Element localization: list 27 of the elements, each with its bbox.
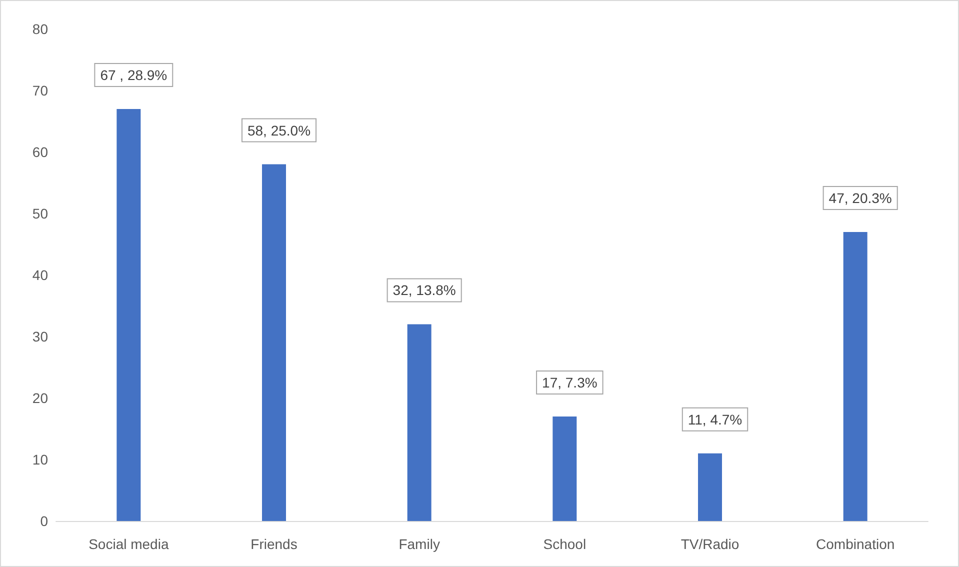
bar	[262, 164, 286, 521]
x-tick-label: School	[543, 536, 586, 552]
bar	[552, 416, 577, 521]
x-tick-label: Combination	[816, 536, 895, 552]
x-tick-label: Social media	[88, 536, 169, 552]
bar	[407, 324, 432, 521]
y-tick-label: 60	[32, 144, 48, 160]
data-label: 17, 7.3%	[542, 374, 598, 390]
data-label: 32, 13.8%	[392, 282, 456, 298]
y-tick-label: 70	[32, 82, 48, 98]
y-tick-label: 20	[32, 390, 48, 406]
x-tick-label: Friends	[250, 536, 298, 552]
data-label: 58, 25.0%	[247, 122, 311, 138]
bar	[698, 453, 722, 521]
data-label: 47, 20.3%	[828, 190, 892, 206]
bar	[116, 108, 141, 521]
data-label: 11, 4.7%	[688, 411, 742, 428]
y-tick-label: 30	[32, 328, 48, 344]
bar	[843, 232, 868, 521]
y-tick-label: 10	[32, 452, 48, 468]
y-tick-label: 50	[32, 206, 48, 222]
data-label: 67 , 28.9%	[100, 66, 168, 83]
y-tick-label: 40	[32, 267, 48, 283]
y-tick-label: 80	[32, 21, 48, 37]
x-tick-label: Family	[398, 536, 440, 552]
y-tick-label: 0	[40, 513, 48, 529]
x-tick-label: TV/Radio	[680, 536, 740, 552]
